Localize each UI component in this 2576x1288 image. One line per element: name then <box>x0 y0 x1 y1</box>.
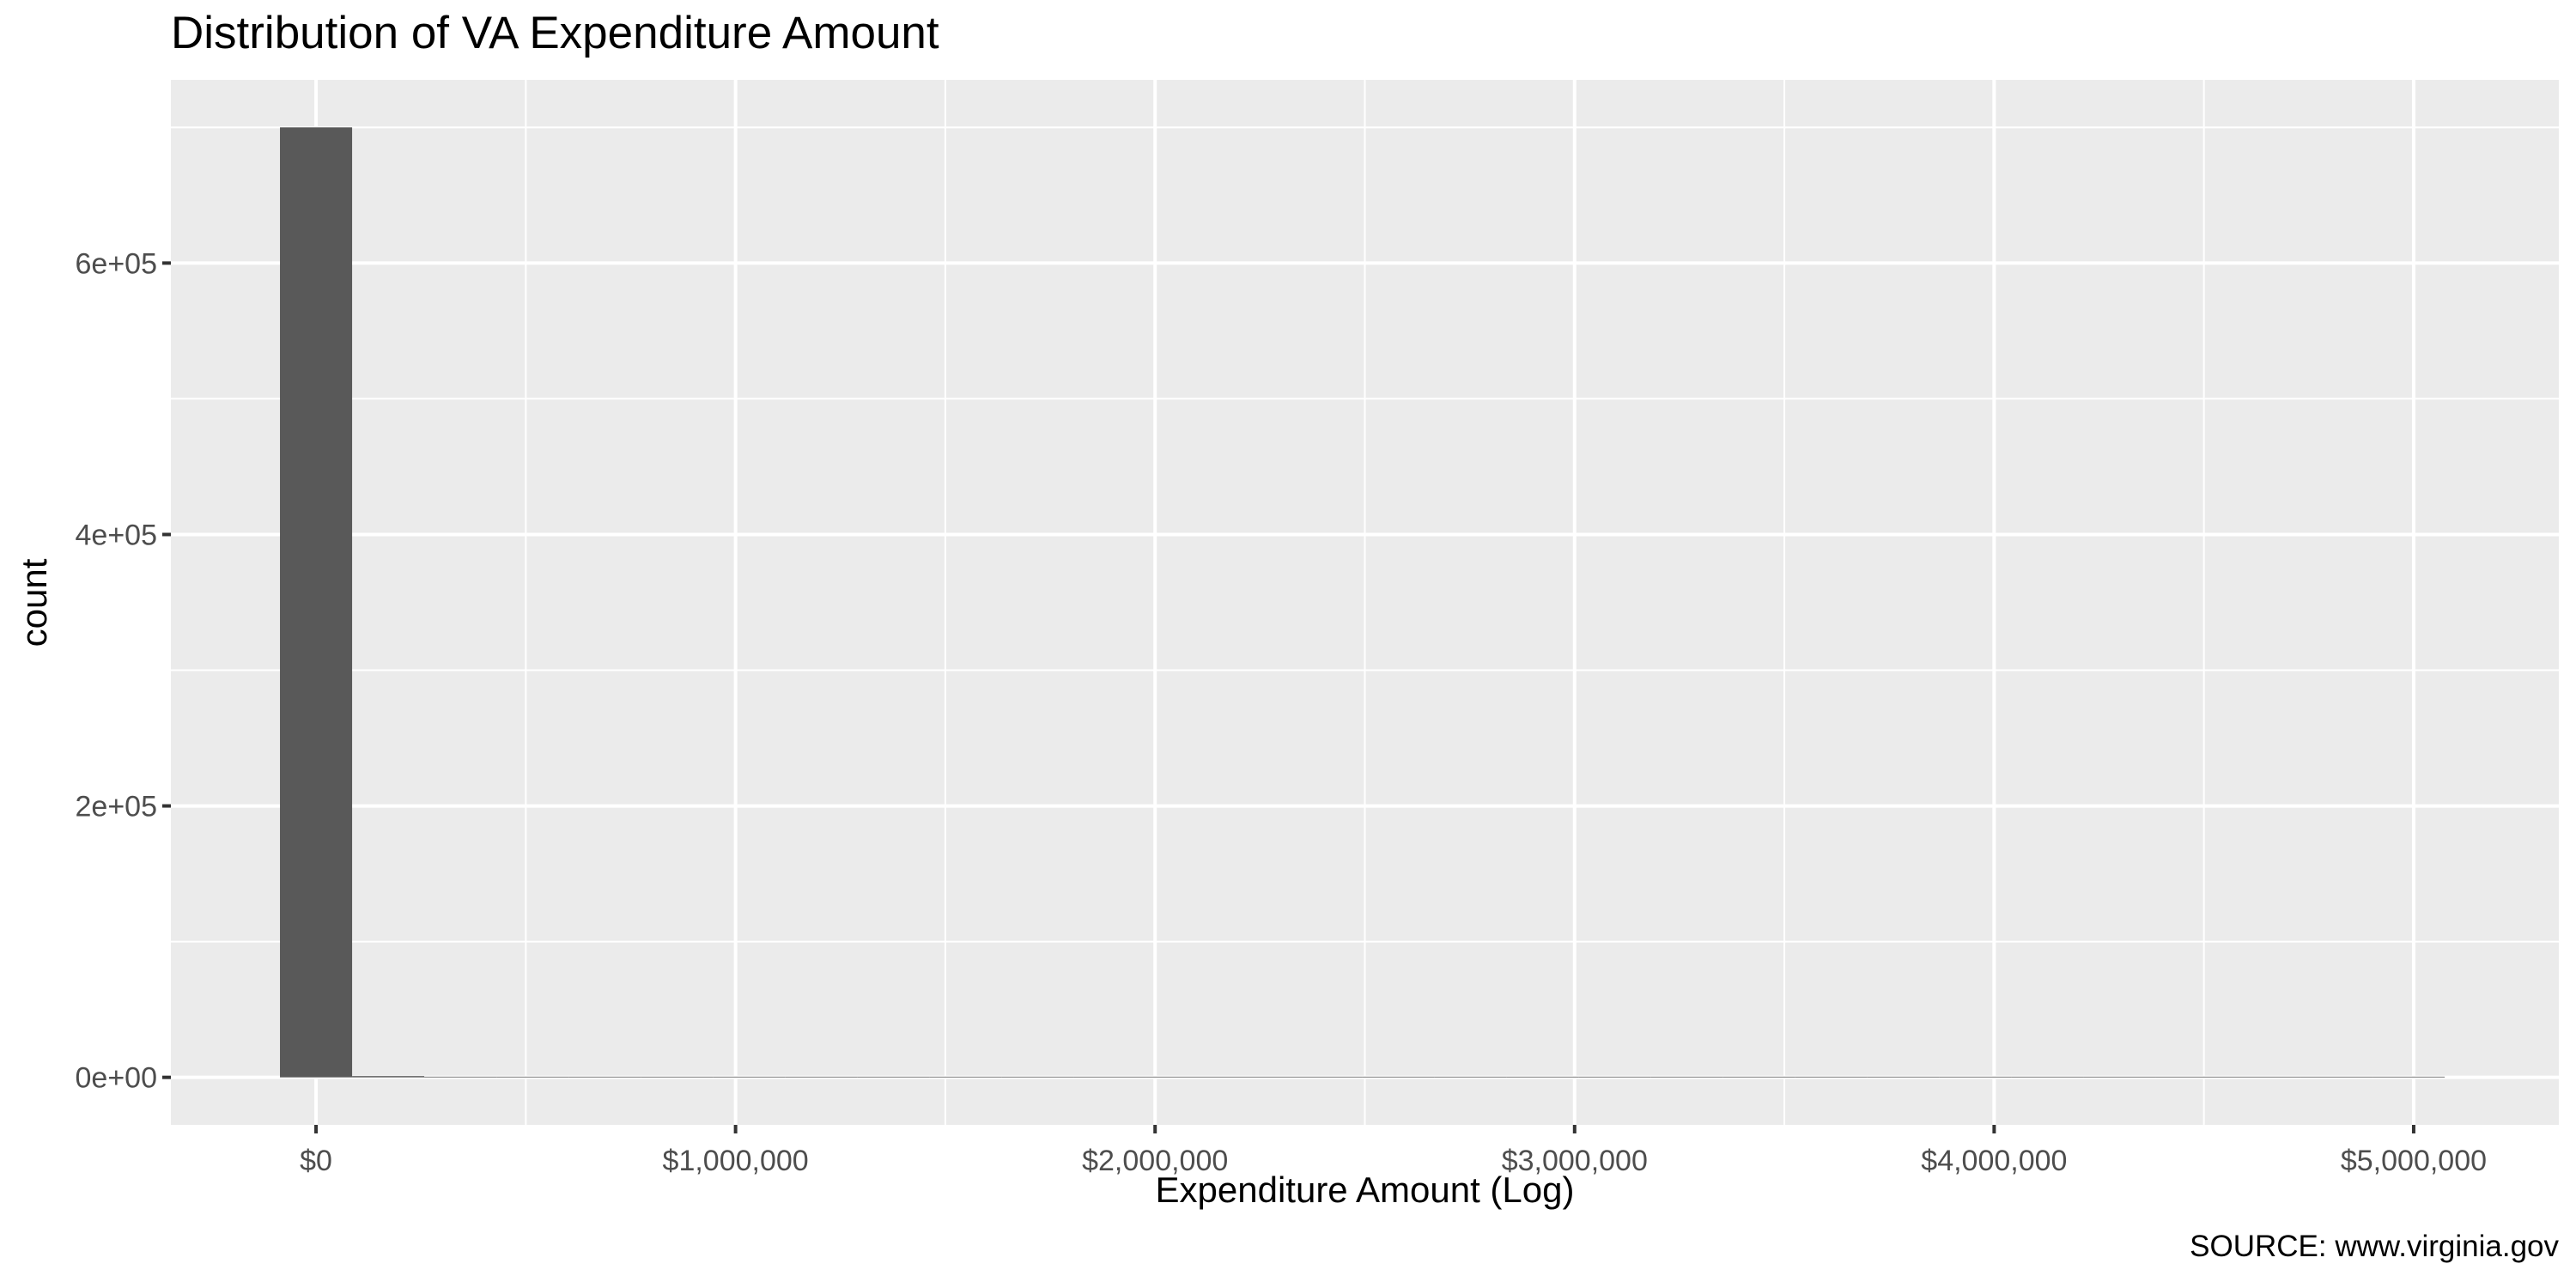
x-tick-label: $0 <box>300 1145 332 1177</box>
histogram-bar <box>1650 1076 1723 1078</box>
x-tick-label: $3,000,000 <box>1502 1145 1648 1177</box>
histogram-bar <box>1362 1076 1435 1078</box>
x-tick-label: $5,000,000 <box>2341 1145 2487 1177</box>
histogram-bar <box>785 1076 858 1078</box>
histogram-bar <box>568 1076 641 1078</box>
y-tick-label: 2e+05 <box>76 791 158 823</box>
histogram-bar <box>1795 1076 1868 1078</box>
histogram-bar <box>424 1076 497 1078</box>
histogram-bar <box>496 1076 569 1078</box>
minor-gridlines <box>171 80 2559 1125</box>
y-axis: 0e+00 2e+05 4e+05 6e+05 <box>76 247 171 1095</box>
histogram-bar <box>2155 1076 2228 1078</box>
histogram-bar <box>1722 1076 1795 1078</box>
histogram-bar <box>1578 1076 1651 1078</box>
y-tick-label: 0e+00 <box>76 1062 158 1095</box>
histogram-bar <box>713 1076 786 1078</box>
chart-title: Distribution of VA Expenditure Amount <box>171 8 939 58</box>
x-tick-label: $1,000,000 <box>663 1145 809 1177</box>
x-axis: $0 $1,000,000 $2,000,000 $3,000,000 $4,000,0… <box>300 1125 2487 1177</box>
histogram-bar <box>352 1076 425 1078</box>
source-caption: SOURCE: www.virginia.gov <box>2190 1230 2559 1263</box>
histogram-bar <box>1867 1076 1940 1078</box>
histogram-bar <box>1218 1076 1291 1078</box>
histogram-bar <box>929 1076 1002 1078</box>
histogram-bar <box>2227 1076 2301 1078</box>
histogram-bar <box>2011 1076 2084 1078</box>
histogram-bar <box>1290 1076 1363 1078</box>
y-axis-label: count <box>14 558 54 647</box>
histogram-bar <box>2300 1076 2373 1078</box>
histogram-bar <box>1434 1076 1507 1078</box>
histogram-bar <box>2372 1076 2445 1078</box>
histogram-bar <box>2083 1076 2156 1078</box>
histogram-bar <box>1001 1076 1074 1078</box>
histogram-bar <box>641 1076 714 1078</box>
x-axis-label: Expenditure Amount (Log) <box>1155 1170 1575 1210</box>
x-tick-label: $4,000,000 <box>1921 1145 2067 1177</box>
histogram-bar <box>1073 1076 1146 1078</box>
histogram-bar <box>1506 1076 1579 1078</box>
histogram-bar <box>857 1076 930 1078</box>
histogram-bar <box>1939 1076 2012 1078</box>
y-tick-label: 4e+05 <box>76 519 158 551</box>
histogram-bar <box>280 127 353 1078</box>
y-tick-label: 6e+05 <box>76 247 158 280</box>
histogram-bars <box>280 127 2445 1078</box>
histogram-bar <box>1145 1076 1218 1078</box>
x-tick-label: $2,000,000 <box>1082 1145 1228 1177</box>
